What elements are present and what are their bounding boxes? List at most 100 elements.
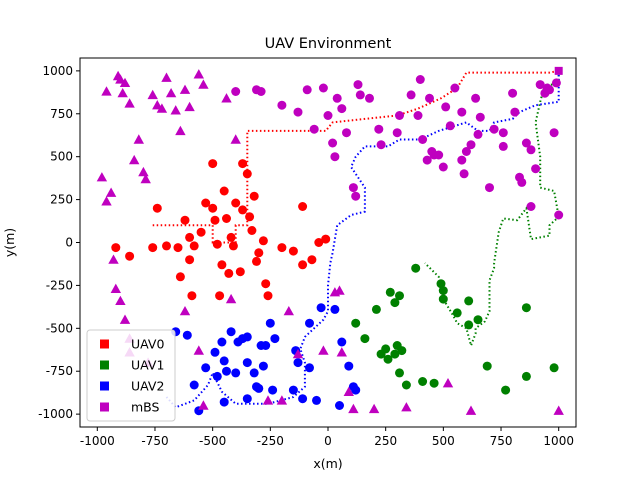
mbs-user-point bbox=[355, 90, 365, 100]
uav0-user-point bbox=[217, 260, 227, 270]
uav2-user-point bbox=[305, 318, 314, 328]
y-tick-label: 750 bbox=[50, 107, 73, 121]
mbs-user-point bbox=[473, 129, 483, 139]
mbs-user-point bbox=[450, 83, 460, 93]
mbs-user-point bbox=[328, 138, 338, 148]
uav1-user-point bbox=[360, 334, 370, 344]
uav2-user-point bbox=[189, 380, 199, 390]
uav0-user-point bbox=[212, 239, 222, 249]
mbs-station-marker bbox=[117, 88, 128, 98]
mbs-user-point bbox=[392, 128, 402, 138]
mbs-user-point bbox=[376, 140, 386, 150]
mbs-station-marker bbox=[175, 125, 186, 136]
y-tick-label: 1000 bbox=[42, 64, 73, 78]
uav0-user-point bbox=[208, 159, 218, 169]
uav2-user-point bbox=[268, 385, 278, 395]
mbs-station-marker bbox=[96, 172, 108, 182]
uav0-user-point bbox=[187, 291, 197, 301]
uav2-trajectory bbox=[165, 70, 560, 409]
mbs-station-marker bbox=[129, 154, 140, 165]
mbs-user-point bbox=[406, 90, 416, 100]
uav1-user-point bbox=[395, 368, 404, 378]
uav0-user-point bbox=[185, 255, 195, 265]
mbs-station-marker bbox=[133, 134, 144, 144]
mbs-station-marker bbox=[115, 74, 126, 84]
mbs-user-point bbox=[422, 155, 432, 165]
mbs-station-marker bbox=[108, 254, 119, 264]
uav2-user-point bbox=[316, 303, 326, 313]
mbs-user-point bbox=[459, 169, 469, 179]
uav2-user-point bbox=[270, 334, 280, 344]
uav1-user-point bbox=[390, 349, 400, 359]
mbs-corner-marker bbox=[554, 66, 563, 75]
mbs-user-point bbox=[471, 93, 481, 103]
mbs-station-marker bbox=[225, 293, 237, 304]
mbs-station-marker bbox=[184, 101, 195, 112]
mbs-user-point bbox=[293, 107, 303, 117]
uav2-user-point bbox=[335, 401, 344, 410]
mbs-user-point bbox=[348, 183, 358, 193]
mbs-user-point bbox=[418, 135, 428, 144]
uav2-user-point bbox=[249, 368, 259, 378]
uav0-user-point bbox=[261, 279, 271, 289]
mbs-station-marker bbox=[161, 72, 172, 82]
uav0-user-point bbox=[242, 169, 252, 179]
uav1-user-point bbox=[351, 318, 361, 328]
mbs-user-point bbox=[309, 124, 319, 134]
y-axis-label: y(m) bbox=[2, 228, 17, 257]
mbs-user-point bbox=[489, 124, 499, 134]
mbs-station-marker bbox=[138, 166, 149, 177]
uav0-user-point bbox=[219, 186, 229, 196]
y-tick-label: 250 bbox=[50, 193, 73, 207]
uav0-user-point bbox=[321, 234, 331, 244]
mbs-user-point bbox=[457, 155, 467, 165]
mbs-user-point bbox=[521, 138, 531, 148]
uav2-user-point bbox=[254, 383, 264, 393]
uav0-user-point bbox=[263, 291, 273, 301]
uav0-user-point bbox=[148, 243, 158, 253]
uav2-user-point bbox=[293, 358, 303, 368]
uav2-user-point bbox=[242, 394, 252, 404]
legend-marker-uav2 bbox=[100, 381, 109, 391]
x-tick-label: 0 bbox=[324, 434, 332, 448]
legend-label-uav0: UAV0 bbox=[131, 337, 164, 352]
uav0-user-point bbox=[238, 205, 248, 215]
uav0-user-point bbox=[226, 232, 236, 242]
mbs-user-point bbox=[498, 141, 508, 151]
mbs-station-marker bbox=[156, 103, 168, 113]
mbs-user-point bbox=[510, 107, 520, 117]
mbs-user-point bbox=[302, 85, 312, 95]
uav2-user-point bbox=[337, 337, 347, 347]
uav2-user-point bbox=[219, 356, 229, 366]
mbs-station-marker bbox=[368, 403, 380, 414]
uav0-user-point bbox=[210, 215, 220, 225]
uav2-user-point bbox=[261, 341, 271, 350]
y-tick-label: -250 bbox=[46, 278, 73, 292]
uav0-user-point bbox=[201, 198, 211, 208]
mbs-user-point bbox=[342, 128, 351, 138]
mbs-station-marker bbox=[119, 314, 131, 324]
uav2-user-point bbox=[231, 368, 241, 378]
uav1-user-point bbox=[521, 303, 531, 313]
uav0-user-point bbox=[314, 238, 324, 247]
uav1-user-point bbox=[438, 294, 448, 304]
mbs-user-point bbox=[526, 145, 536, 155]
mbs-user-point bbox=[498, 128, 508, 138]
uav0-user-point bbox=[111, 243, 121, 253]
x-tick-label: -750 bbox=[141, 434, 168, 448]
mbs-user-point bbox=[365, 93, 374, 103]
uav1-user-point bbox=[385, 287, 395, 297]
uav0-user-point bbox=[152, 203, 162, 213]
uav1-user-point bbox=[501, 385, 511, 395]
mbs-station-marker bbox=[198, 400, 209, 410]
uav2-user-point bbox=[226, 327, 236, 337]
mbs-station-marker bbox=[110, 283, 121, 293]
uav2-user-point bbox=[201, 363, 211, 373]
mbs-station-marker bbox=[262, 395, 274, 405]
uav0-user-point bbox=[249, 191, 259, 201]
mbs-user-point bbox=[332, 93, 342, 103]
mbs-user-point bbox=[425, 93, 434, 103]
mbs-station-marker bbox=[179, 306, 191, 316]
mbs-station-marker bbox=[105, 187, 117, 197]
uav0-user-point bbox=[125, 251, 135, 261]
